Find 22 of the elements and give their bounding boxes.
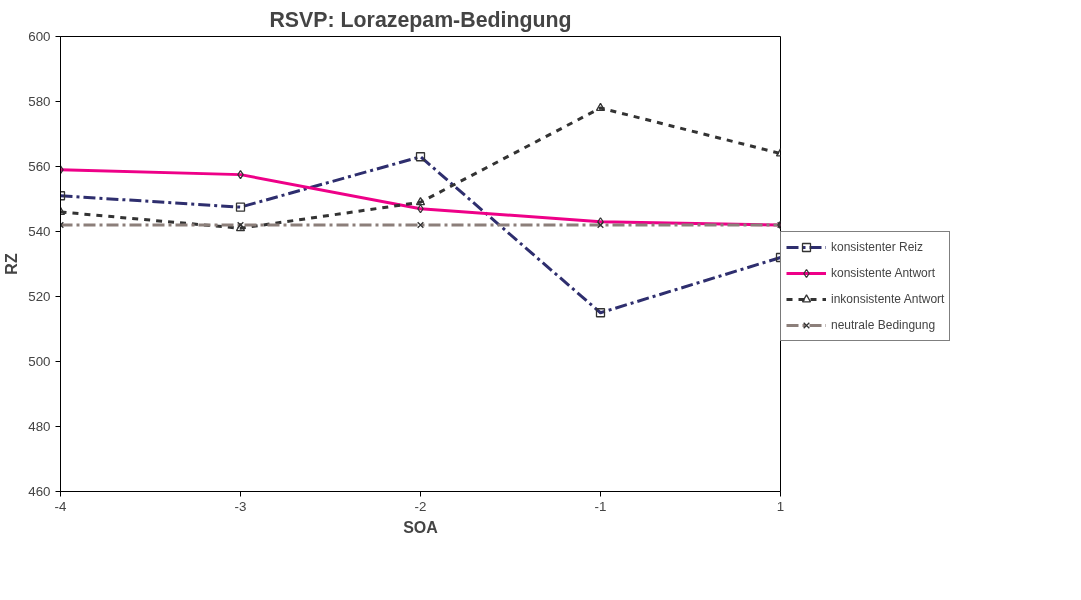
x-tick-label: -4	[54, 498, 68, 514]
chart-title: RSVP: Lorazepam-Bedingung	[269, 7, 572, 32]
x-axis-title: SOA	[403, 518, 439, 536]
y-tick-label: 600	[28, 29, 51, 44]
legend-label: inkonsistente Antwort	[831, 292, 945, 306]
y-tick-label: 480	[28, 419, 51, 434]
point	[595, 102, 606, 111]
legend-label: neutrale Bedingung	[831, 318, 936, 332]
y-tick-label: 580	[28, 94, 51, 109]
y-tick-label: 560	[28, 159, 51, 174]
point	[415, 196, 426, 206]
legend-label: konsistenter Reiz	[831, 240, 924, 254]
x-tick-label: 1	[776, 498, 785, 514]
x-tick-label: -2	[414, 498, 427, 514]
y-tick-label: 540	[28, 224, 51, 239]
x-tick-label: -1	[594, 498, 607, 514]
y-tick-label: 500	[28, 354, 51, 369]
legend-label: konsistente Antwort	[831, 266, 936, 280]
y-tick-label: 460	[28, 484, 51, 499]
y-tick-label: 520	[28, 289, 51, 304]
y-axis-title: RZ	[3, 253, 21, 275]
x-tick-label: -3	[234, 498, 247, 514]
